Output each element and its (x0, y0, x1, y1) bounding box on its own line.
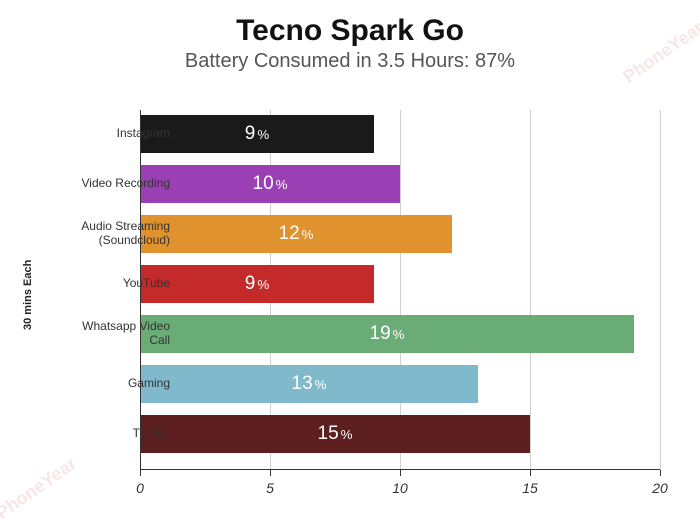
x-axis-ticks: 05101520 (140, 110, 660, 470)
battery-chart: PhoneYear PhoneYear Tecno Spark Go Batte… (0, 0, 700, 519)
x-tick-mark (400, 470, 401, 476)
category-label: Gaming (60, 377, 170, 391)
category-label: YouTube (60, 277, 170, 291)
y-axis-title: 30 mins Each (22, 260, 34, 330)
x-tick-mark (270, 470, 271, 476)
x-tick-label: 15 (522, 480, 538, 496)
x-tick-label: 10 (392, 480, 408, 496)
x-tick-mark (140, 470, 141, 476)
category-label: Audio Streaming (Soundcloud) (60, 220, 170, 248)
watermark-bottom: PhoneYear (0, 453, 81, 524)
x-tick-label: 20 (652, 480, 668, 496)
chart-title: Tecno Spark Go (20, 14, 680, 48)
gridline (660, 110, 661, 470)
category-label: Whatsapp Video Call (60, 320, 170, 348)
category-label: Tik Tok (60, 427, 170, 441)
x-tick-mark (660, 470, 661, 476)
x-tick-label: 0 (136, 480, 144, 496)
x-tick-mark (530, 470, 531, 476)
x-tick-label: 5 (266, 480, 274, 496)
category-label: Instagram (60, 127, 170, 141)
plot-area: 9%10%12%9%19%13%15% 05101520 (140, 110, 660, 470)
chart-subtitle: Battery Consumed in 3.5 Hours: 87% (20, 50, 680, 73)
category-label: Video Recording (60, 177, 170, 191)
